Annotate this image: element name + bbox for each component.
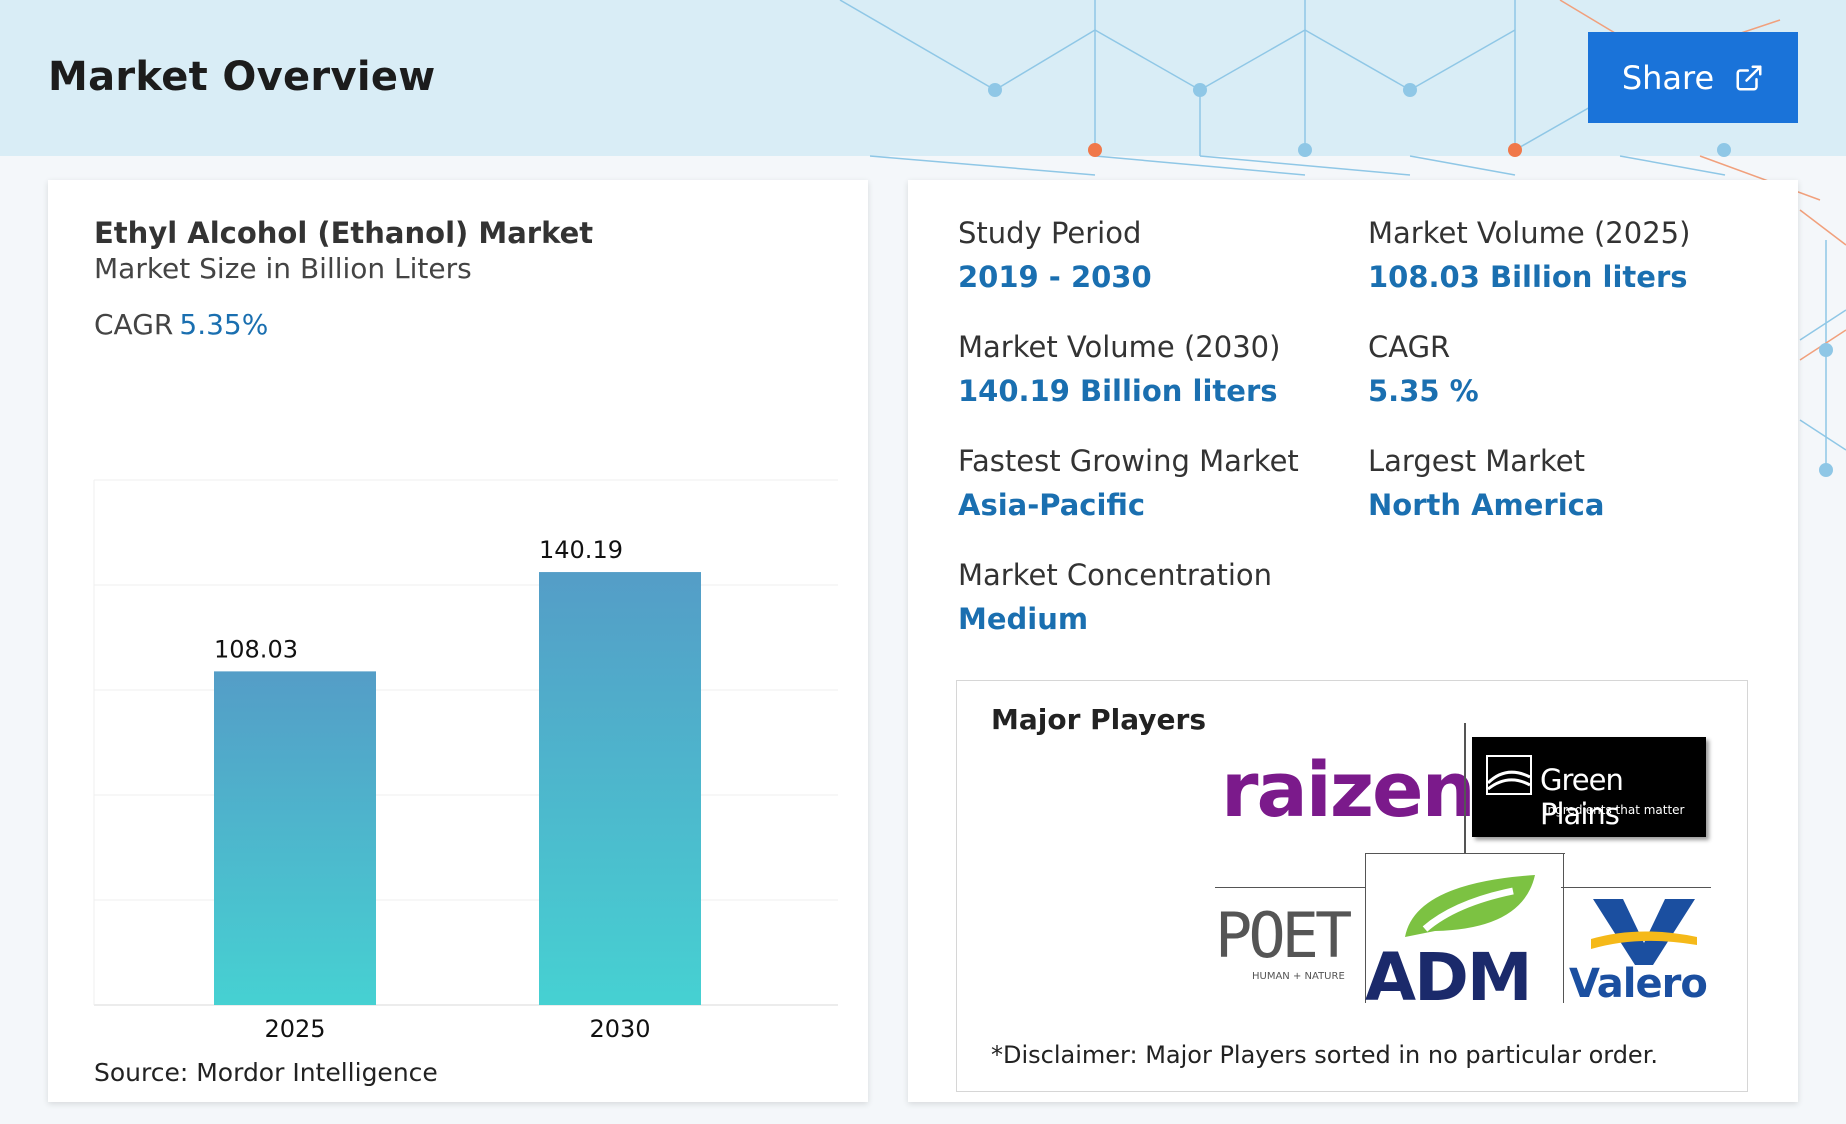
major-players-box: Major Players raizen Green Plains Ingred… <box>956 680 1748 1092</box>
logo-divider <box>1464 723 1466 853</box>
chart-data-label: 108.03 <box>214 635 298 663</box>
raizen-logo: raizen <box>1221 745 1476 834</box>
adm-leaf-icon <box>1405 875 1535 937</box>
chart-bar-2025 <box>214 671 376 1005</box>
logo-divider <box>1365 853 1565 854</box>
stat-value: North America <box>1368 488 1605 522</box>
stat-label: Largest Market <box>1368 444 1585 478</box>
poet-tagline: HUMAN + NATURE <box>1252 971 1345 982</box>
stat-label: Market Concentration <box>958 558 1273 592</box>
stat-largest-market: Largest Market North America <box>1368 444 1604 522</box>
major-players-title: Major Players <box>991 703 1207 736</box>
green-plains-tagline: Ingredients that matter <box>1544 803 1685 817</box>
green-plains-name: Green Plains <box>1540 763 1624 831</box>
stat-value: 108.03 Billion liters <box>1368 260 1688 294</box>
players-disclaimer: *Disclaimer: Major Players sorted in no … <box>991 1041 1658 1069</box>
adm-logo: ADM <box>1365 939 1533 1016</box>
stat-label: CAGR <box>1368 330 1451 364</box>
stat-volume-2030: Market Volume (2030) 140.19 Billion lite… <box>958 330 1280 408</box>
market-size-card: Ethyl Alcohol (Ethanol) Market Market Si… <box>48 180 868 1102</box>
page-title: Market Overview <box>48 54 436 100</box>
stat-value: 2019 - 2030 <box>958 260 1152 294</box>
stat-value: 140.19 Billion liters <box>958 374 1278 408</box>
stat-value: 5.35 % <box>1368 374 1479 408</box>
logo-divider <box>1215 887 1365 888</box>
stat-concentration: Market Concentration Medium <box>958 558 1272 636</box>
logo-divider <box>1365 853 1366 1003</box>
chart-data-label: 140.19 <box>539 536 623 564</box>
valero-v-icon <box>1591 899 1697 965</box>
stat-value: Asia-Pacific <box>958 488 1146 522</box>
chart-source: Source: Mordor Intelligence <box>94 1058 438 1087</box>
valero-logo: Valero <box>1569 961 1708 1007</box>
stat-cagr: CAGR 5.35 % <box>1368 330 1479 408</box>
green-plains-mark-icon <box>1486 755 1532 795</box>
share-button[interactable]: Share <box>1588 32 1798 123</box>
stat-study-period: Study Period 2019 - 2030 <box>958 216 1152 294</box>
stat-label: Market Volume (2030) <box>958 330 1281 364</box>
chart-cagr: CAGR 5.35% <box>94 308 268 341</box>
market-size-bar-chart: 108.03 2025 140.19 2030 <box>93 479 838 1043</box>
chart-cagr-label: CAGR <box>94 308 174 341</box>
stat-label: Fastest Growing Market <box>958 444 1299 478</box>
market-stats-card: Study Period 2019 - 2030 Market Volume (… <box>908 180 1798 1102</box>
chart-x-tick-label: 2030 <box>589 1015 650 1043</box>
stat-label: Market Volume (2025) <box>1368 216 1691 250</box>
chart-x-tick-label: 2025 <box>264 1015 325 1043</box>
stat-fastest-growing: Fastest Growing Market Asia-Pacific <box>958 444 1299 522</box>
green-plains-logo: Green Plains Ingredients that matter <box>1472 737 1706 837</box>
chart-cagr-value: 5.35% <box>179 308 269 341</box>
share-label: Share <box>1621 58 1715 97</box>
poet-logo: POET <box>1215 899 1352 972</box>
logo-divider <box>1563 853 1564 1003</box>
external-link-icon <box>1736 65 1762 90</box>
stat-value: Medium <box>958 602 1089 636</box>
stat-label: Study Period <box>958 216 1142 250</box>
chart-subtitle: Market Size in Billion Liters <box>94 252 472 285</box>
stat-volume-2025: Market Volume (2025) 108.03 Billion lite… <box>1368 216 1690 294</box>
chart-title: Ethyl Alcohol (Ethanol) Market <box>94 216 594 250</box>
logo-divider <box>1561 887 1711 888</box>
chart-bar-2030 <box>539 572 701 1005</box>
